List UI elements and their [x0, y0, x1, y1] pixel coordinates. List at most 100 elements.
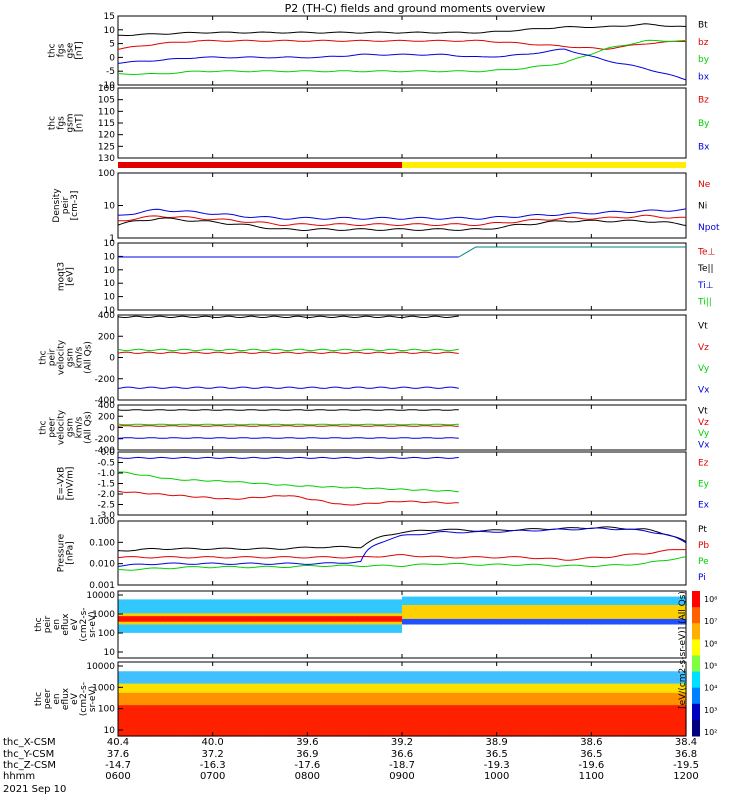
peir_spec-cell [378, 649, 384, 654]
fgs_gsm-legend-0: Bz [698, 96, 709, 106]
peer_spec-cell [312, 695, 318, 700]
peer_spec-cell [425, 665, 431, 669]
density-ylabel: Density [52, 188, 62, 223]
peir_spec-cell [250, 652, 256, 656]
peir_spec-cell [193, 593, 200, 598]
peir_spec-cell [619, 602, 626, 606]
peer_spec-cell [454, 705, 460, 709]
peer_spec-cell [345, 717, 351, 722]
peer_spec-cell [397, 680, 403, 685]
peir_spec-cell [648, 618, 654, 623]
peir_spec-cell [629, 635, 635, 640]
peer_spec-cell [435, 680, 441, 685]
peir_spec-cell [610, 644, 616, 648]
velocity_gsm-ylabel: thc [39, 350, 49, 364]
peir_spec-cell [534, 604, 540, 609]
peir_spec-cell [586, 632, 592, 637]
peir_spec-cell [312, 630, 318, 634]
peir_spec-cell [610, 624, 616, 628]
peer_spec-cell [293, 671, 299, 675]
peer_spec-cell [146, 683, 152, 688]
peer_spec-cell [269, 708, 275, 712]
peer_spec-cell [411, 662, 417, 666]
peir_spec-cell [520, 599, 526, 603]
peir_spec-cell [264, 624, 271, 628]
peer_spec-cell [278, 702, 285, 706]
peir_spec-cell [354, 593, 360, 598]
peir_spec-cell [312, 655, 318, 659]
peir_spec-cell [132, 607, 138, 612]
peir_spec-cell [577, 644, 583, 648]
peer_spec-cell [165, 674, 171, 679]
peir_spec-cell [652, 632, 659, 637]
peer_spec-cell [222, 662, 228, 666]
peir_spec-cell [297, 610, 304, 614]
peer_spec-cell [226, 720, 233, 725]
peir_spec-cell [207, 613, 214, 617]
peir_spec-cell [558, 644, 564, 648]
peir_spec-cell [633, 593, 640, 598]
peir_spec-cell [581, 641, 588, 645]
peir_spec-cell [274, 627, 280, 631]
peir_spec-cell [615, 607, 621, 612]
peir_spec-cell [529, 652, 536, 656]
peir_spec-cell [430, 596, 436, 600]
peir_spec-cell [245, 613, 252, 617]
peir_spec-cell [615, 602, 621, 606]
peir_spec-cell [411, 613, 417, 617]
peer_spec-cell [326, 717, 332, 722]
peir_spec-cell [184, 602, 190, 606]
peir_spec-cell [383, 596, 389, 600]
peir_spec-cell [671, 610, 678, 614]
peer_spec-cell [146, 677, 152, 682]
peir_spec-cell [378, 599, 384, 603]
peer_spec-cell [236, 668, 242, 672]
peir_spec-cell [477, 621, 484, 626]
peir_spec-cell [553, 596, 559, 600]
peir_spec-cell [439, 632, 446, 637]
peir_spec-cell [501, 655, 507, 659]
peer_spec-cell [354, 695, 360, 700]
peer_spec-cell [293, 723, 299, 728]
peer_spec-cell [416, 695, 422, 700]
velocity_gse-legend-3: Vx [698, 440, 710, 450]
peir_spec-cell [174, 602, 181, 606]
peir_spec-cell [577, 604, 583, 609]
peir_spec-cell [321, 655, 327, 659]
peer_spec-cell [368, 711, 375, 716]
peir_spec-cell [411, 618, 417, 623]
peer_spec-cell [203, 668, 209, 672]
peer_spec-cell [274, 674, 280, 679]
peir_spec-cell [349, 635, 356, 640]
peir_spec-cell [383, 632, 389, 637]
peer_spec-cell [127, 695, 133, 700]
peir_spec-cell [236, 624, 242, 628]
velocity_gse-ylabel: velocity [57, 409, 67, 445]
peir_spec-cell [269, 616, 275, 620]
peir_spec-cell [596, 635, 602, 640]
peir_spec-cell [619, 610, 626, 614]
peir_spec-cell [222, 635, 228, 640]
peir_spec-cell [501, 616, 507, 620]
moqt3-ytick-label: 10 [104, 266, 116, 276]
peir_spec-cell [444, 655, 450, 659]
peer_spec-cell [184, 665, 190, 669]
peir_spec-cell [146, 616, 152, 620]
peir_spec-cell [402, 652, 408, 656]
peer_spec-cell [207, 677, 214, 682]
peir_spec-cell [260, 646, 266, 651]
peir_spec-cell [577, 635, 583, 640]
peer_spec-cell [331, 674, 337, 679]
peer_spec-cell [170, 705, 176, 709]
peir_spec-cell [222, 610, 228, 614]
peir_spec-cell [269, 635, 275, 640]
peer_spec-cell [392, 674, 398, 679]
peir_spec-cell [354, 602, 360, 606]
velocity_gsm-series-Vz [117, 351, 459, 354]
peer_spec-cell [397, 692, 403, 697]
peer_spec-cell [439, 677, 446, 682]
peir_spec-cell [577, 616, 583, 620]
peir_spec-cell [605, 638, 611, 642]
peer_spec-cell [212, 671, 218, 675]
peer_spec-cell [122, 702, 129, 706]
